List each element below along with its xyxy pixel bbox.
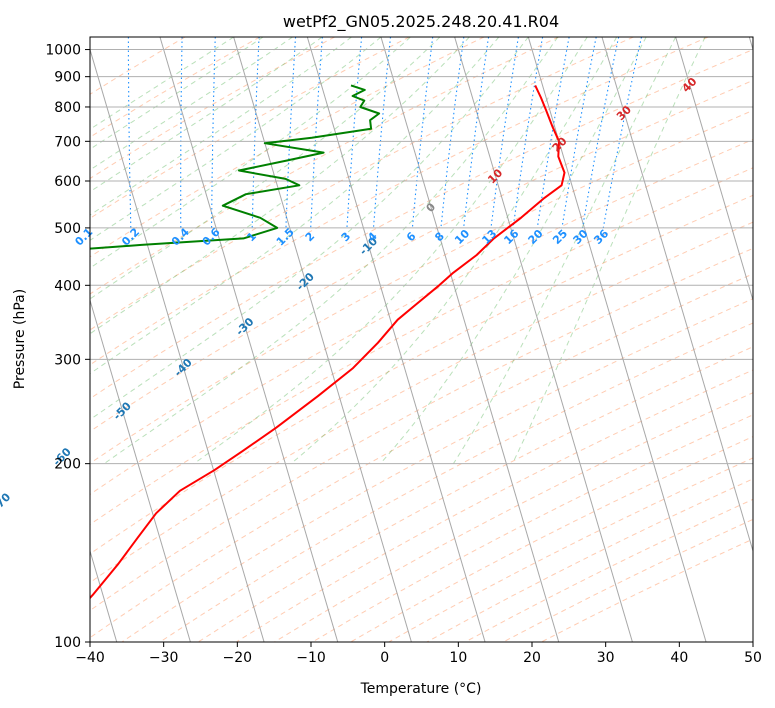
moist-adiabat bbox=[290, 37, 618, 465]
x-tick-label: −40 bbox=[75, 650, 105, 666]
dry-adiabat bbox=[274, 392, 753, 642]
y-tick-label: 500 bbox=[54, 221, 81, 237]
mixing-ratio-line bbox=[211, 37, 216, 228]
dry-adiabat bbox=[90, 37, 186, 95]
mixing-ratio-line bbox=[463, 37, 490, 228]
moist-adiabat bbox=[103, 37, 559, 465]
isotherm-line bbox=[601, 37, 753, 553]
x-axis-label: Temperature (°C) bbox=[360, 681, 482, 697]
moist-adiabat bbox=[90, 37, 441, 300]
dry-adiabat bbox=[90, 79, 753, 433]
temperature-profile-line bbox=[90, 84, 566, 600]
profile-series bbox=[90, 84, 566, 600]
y-tick-label: 800 bbox=[54, 100, 81, 116]
isotherm-line bbox=[306, 37, 486, 642]
mixing-ratio-line bbox=[127, 37, 132, 228]
dry-adiabat bbox=[90, 37, 485, 258]
mixing-ratio-line bbox=[285, 37, 297, 228]
isotherm-line bbox=[380, 37, 560, 642]
isotherm-line bbox=[159, 37, 339, 642]
x-tick-label: 30 bbox=[597, 650, 615, 666]
isotherm-line bbox=[90, 298, 191, 642]
moist-adiabat bbox=[90, 37, 500, 375]
moist-adiabat bbox=[90, 37, 382, 241]
mixing-ratio-line bbox=[411, 37, 434, 228]
x-tick-label: −10 bbox=[296, 650, 326, 666]
y-tick-label: 300 bbox=[54, 352, 81, 368]
dry-adiabat bbox=[90, 37, 709, 366]
y-tick-label: 400 bbox=[54, 278, 81, 294]
dewpoint-profile-line bbox=[90, 84, 381, 250]
y-axis-label: Pressure (hPa) bbox=[12, 289, 28, 389]
moist-adiabat bbox=[90, 37, 470, 335]
dry-adiabat bbox=[90, 194, 753, 555]
moist-adiabat bbox=[452, 37, 677, 464]
isotherm-line bbox=[454, 37, 633, 642]
y-tick-label: 1000 bbox=[45, 43, 81, 59]
y-tick-label: 900 bbox=[54, 70, 81, 86]
y-tick-label: 100 bbox=[54, 635, 81, 651]
moist-adiabat bbox=[512, 37, 706, 464]
dry-adiabat bbox=[90, 49, 753, 400]
mixing-ratio-line bbox=[512, 37, 544, 228]
x-tick-label: 40 bbox=[670, 650, 688, 666]
x-tick-label: 20 bbox=[523, 650, 541, 666]
y-tick-label: 200 bbox=[54, 457, 81, 473]
mixing-ratio-line bbox=[440, 37, 465, 228]
mixing-ratio-line bbox=[372, 37, 392, 228]
dry-adiabat bbox=[197, 346, 753, 642]
dry-adiabat bbox=[121, 298, 753, 642]
isotherm-line bbox=[233, 37, 412, 642]
chart-title: wetPf2_GN05.2025.248.20.41.R04 bbox=[283, 12, 559, 32]
y-axis: 100 200 300 400 500 600 700 800 900 1000 bbox=[45, 43, 90, 651]
mixing-ratio-line bbox=[536, 37, 570, 228]
y-tick-label: 700 bbox=[54, 134, 81, 150]
x-axis: −40 −30 −20 −10 0 10 20 30 40 50 bbox=[75, 642, 762, 666]
mixing-ratio-line bbox=[251, 37, 260, 228]
dry-adiabat bbox=[90, 37, 634, 331]
x-tick-label: 50 bbox=[744, 650, 762, 666]
x-tick-label: 10 bbox=[449, 650, 467, 666]
moist-adiabat bbox=[90, 37, 352, 216]
dry-adiabat bbox=[90, 138, 753, 495]
moist-adiabat bbox=[90, 37, 323, 193]
mixing-ratio-line bbox=[490, 37, 519, 228]
mixing-ratio-line bbox=[346, 37, 363, 228]
dry-adiabat bbox=[90, 37, 261, 138]
moist-adiabat bbox=[90, 37, 293, 171]
mixing-ratio-line bbox=[180, 37, 183, 228]
isotherm-line bbox=[675, 37, 753, 303]
plot-frame bbox=[89, 36, 754, 643]
x-tick-label: −30 bbox=[149, 650, 179, 666]
background-lines bbox=[90, 37, 753, 642]
moist-adiabat bbox=[90, 37, 411, 269]
isotherm-line bbox=[90, 47, 265, 642]
dry-adiabat bbox=[90, 247, 753, 612]
mixing-ratio-line bbox=[310, 37, 323, 228]
moist-adiabat bbox=[90, 37, 529, 421]
y-tick-label: 600 bbox=[54, 174, 81, 190]
pressure-gridlines bbox=[90, 49, 753, 642]
x-tick-label: −20 bbox=[223, 650, 253, 666]
x-tick-label: 0 bbox=[380, 650, 389, 666]
